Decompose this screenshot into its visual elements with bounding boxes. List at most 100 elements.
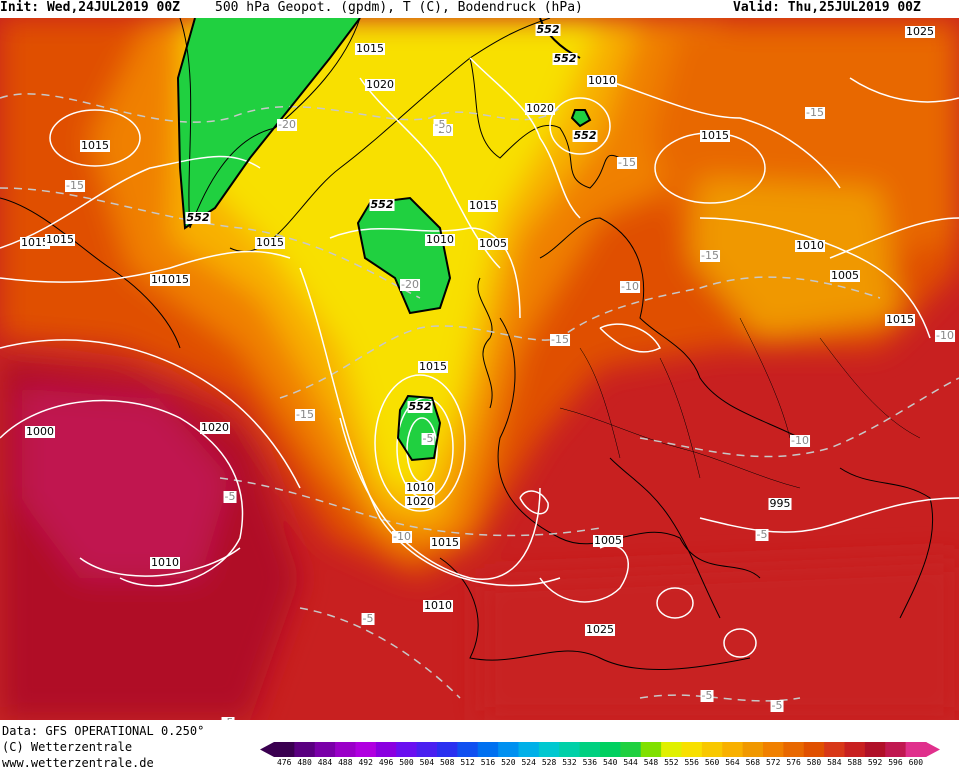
scale-swatch bbox=[681, 742, 703, 757]
temperature-label: -5 bbox=[755, 528, 769, 541]
isobar-label: 1015 bbox=[430, 536, 460, 549]
country-borders bbox=[559, 317, 921, 489]
isobar-label: 1015 bbox=[20, 236, 50, 249]
isobars bbox=[0, 57, 959, 658]
isobar-label: 1015 bbox=[885, 313, 915, 326]
geopotential-label: 552 bbox=[185, 211, 211, 224]
map-title: 500 hPa Geopot. (gpdm), T (C), Bodendruc… bbox=[215, 0, 583, 15]
scale-label: 588 bbox=[847, 758, 862, 767]
scale-label: 580 bbox=[806, 758, 822, 767]
isobar-label: 1015 bbox=[700, 129, 730, 142]
map-canvas bbox=[0, 18, 959, 720]
isobar-label: 1015 bbox=[80, 139, 110, 152]
scale-swatch bbox=[314, 742, 336, 757]
scale-label: 552 bbox=[664, 758, 679, 767]
scale-swatch bbox=[661, 742, 682, 757]
scale-swatch bbox=[294, 742, 316, 757]
scale-label: 592 bbox=[867, 758, 883, 767]
isobar-label: 1020 bbox=[525, 102, 555, 115]
geopotential-contours bbox=[176, 18, 592, 462]
temperature-label: -15 bbox=[617, 156, 637, 169]
scale-label: 572 bbox=[765, 758, 781, 767]
temperature-label: -10 bbox=[790, 434, 810, 447]
isobar-label: 1025 bbox=[585, 623, 615, 636]
scale-swatch bbox=[457, 742, 479, 757]
scale-swatch bbox=[824, 742, 845, 757]
low-height-area-greenland bbox=[178, 18, 360, 228]
scale-label: 536 bbox=[582, 758, 598, 767]
isobar-label: 1015 bbox=[468, 199, 498, 212]
scale-arrow-right bbox=[926, 742, 940, 757]
map-labels: 1015102010151010102010151010100510151010… bbox=[0, 18, 959, 720]
isobar-label: 1005 bbox=[478, 237, 508, 250]
scale-swatch bbox=[763, 742, 784, 757]
valid-time: Valid: Thu,25JUL2019 00Z bbox=[733, 0, 921, 15]
temperature-label: -15 bbox=[295, 408, 315, 421]
temperature-label: -20 bbox=[277, 118, 297, 131]
website-url: www.wetterzentrale.de bbox=[2, 756, 154, 770]
scale-swatch bbox=[905, 742, 927, 757]
init-time: Init: Wed,24JUL2019 00Z bbox=[0, 0, 181, 15]
scale-swatch bbox=[518, 742, 540, 757]
isobar-label: 1010 bbox=[405, 481, 435, 494]
scale-swatch bbox=[498, 742, 519, 757]
isobar-label: 1015 bbox=[418, 360, 448, 373]
scale-swatch bbox=[335, 742, 356, 757]
temperature-label: -5 bbox=[221, 717, 235, 720]
scale-swatch bbox=[620, 742, 642, 757]
scale-label: 484 bbox=[317, 758, 333, 767]
scale-label: 500 bbox=[399, 758, 414, 767]
isobar-label: 1010 bbox=[425, 233, 455, 246]
scale-label: 520 bbox=[501, 758, 516, 767]
scale-swatch bbox=[742, 742, 764, 757]
scale-label: 524 bbox=[521, 758, 536, 767]
scale-label: 496 bbox=[378, 758, 394, 767]
isobar-label: 1020 bbox=[365, 78, 395, 91]
scale-label: 576 bbox=[786, 758, 801, 767]
scale-swatch bbox=[783, 742, 805, 757]
scale-label: 516 bbox=[480, 758, 496, 767]
geopotential-label: 552 bbox=[535, 23, 561, 36]
isobar-label: 1005 bbox=[593, 534, 623, 547]
temperature-label: -15 bbox=[550, 333, 570, 346]
scale-swatch bbox=[844, 742, 866, 757]
scale-swatch bbox=[416, 742, 438, 757]
scale-swatch bbox=[538, 742, 560, 757]
scale-label: 540 bbox=[602, 758, 618, 767]
isobar-label: 1015 bbox=[255, 236, 285, 249]
scale-label: 532 bbox=[562, 758, 577, 767]
scale-label: 548 bbox=[643, 758, 659, 767]
data-source: Data: GFS OPERATIONAL 0.250° bbox=[2, 724, 205, 738]
scale-swatch bbox=[355, 742, 377, 757]
geopotential-label: 552 bbox=[572, 129, 598, 142]
weather-map: 1015102010151010102010151010100510151010… bbox=[0, 18, 959, 720]
geopotential-label: 552 bbox=[552, 52, 578, 65]
scale-swatch bbox=[803, 742, 825, 757]
temperature-label: -10 bbox=[620, 280, 640, 293]
scale-label: 512 bbox=[460, 758, 475, 767]
temperature-label: -5 bbox=[700, 689, 714, 702]
scale-label: 556 bbox=[684, 758, 699, 767]
isobar-label: 1015 bbox=[45, 233, 75, 246]
temperature-label: -5 bbox=[361, 612, 375, 625]
color-scale bbox=[260, 742, 940, 757]
scale-swatch bbox=[640, 742, 662, 757]
temperature-label: -10 bbox=[392, 530, 412, 543]
isobar-label: 1005 bbox=[830, 269, 860, 282]
temperature-label: -5 bbox=[433, 118, 447, 131]
temperature-label: -5 bbox=[421, 432, 435, 445]
isobar-label: 1020 bbox=[405, 495, 435, 508]
isobar-label: 1015 bbox=[355, 42, 385, 55]
temperature-label: -15 bbox=[65, 179, 85, 192]
temperature-label: -10 bbox=[935, 329, 955, 342]
isobar-label: 1020 bbox=[200, 421, 230, 434]
scale-swatch bbox=[579, 742, 601, 757]
isobar-label: 1000 bbox=[25, 425, 55, 438]
geopotential-label: 552 bbox=[407, 400, 433, 413]
scale-swatch bbox=[396, 742, 418, 757]
scale-swatch bbox=[437, 742, 458, 757]
scale-label: 584 bbox=[827, 758, 842, 767]
coastlines bbox=[0, 18, 934, 670]
scale-label: 508 bbox=[439, 758, 455, 767]
geopotential-label: 552 bbox=[369, 198, 395, 211]
